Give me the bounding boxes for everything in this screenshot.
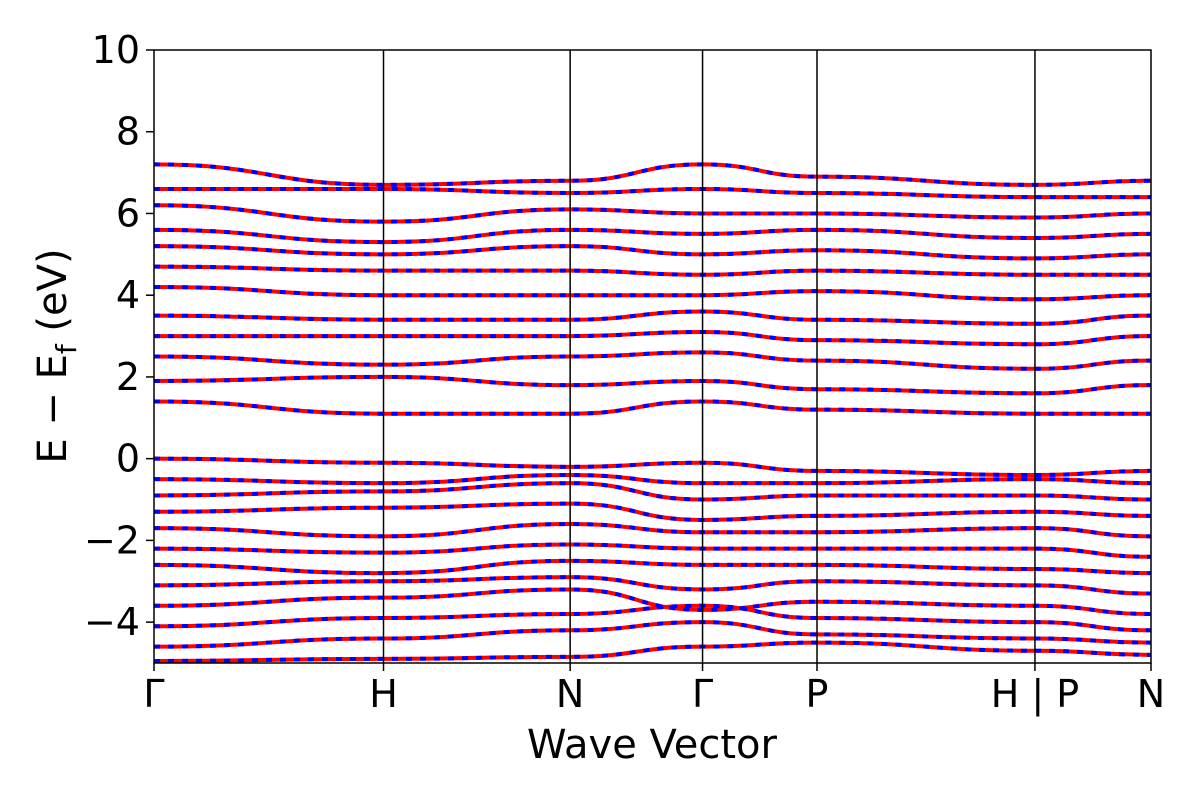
band-line-spin-up-0 xyxy=(154,640,1151,663)
band-line-spin-down-16 xyxy=(154,309,1151,326)
band-line-spin-down-9 xyxy=(154,481,1151,502)
x-tick-label-5: H | P xyxy=(991,672,1079,717)
x-tick-label-2: N xyxy=(556,672,584,716)
x-axis-ticks: Γ H N Γ P H | P N xyxy=(143,663,1165,717)
band-line-spin-down-12 xyxy=(154,399,1151,416)
band-line-spin-down-17 xyxy=(154,285,1151,302)
x-tick-label-0: Γ xyxy=(143,672,164,716)
y-tick-label: 6 xyxy=(116,191,140,235)
x-tick-label-1: H xyxy=(369,672,398,716)
x-tick-label-4: P xyxy=(806,672,829,716)
y-tick-label: −2 xyxy=(84,518,140,562)
x-axis-label: Wave Vector xyxy=(527,722,778,768)
band-line-spin-down-0 xyxy=(154,640,1151,663)
band-line-spin-up-13 xyxy=(154,374,1151,396)
y-axis-ticks: −4 −2 0 2 4 6 8 10 xyxy=(84,28,154,644)
band-line-spin-up-3 xyxy=(154,587,1151,616)
band-line-spin-up-17 xyxy=(154,285,1151,302)
band-line-spin-up-11 xyxy=(154,456,1151,478)
band-line-spin-down-2 xyxy=(154,603,1151,633)
band-line-spin-up-7 xyxy=(154,522,1151,539)
band-line-spin-down-19 xyxy=(154,244,1151,261)
y-tick-label: 2 xyxy=(116,355,140,399)
band-line-spin-down-8 xyxy=(154,501,1151,522)
plot-frame xyxy=(153,49,1152,664)
band-line-spin-down-15 xyxy=(154,329,1151,347)
band-line-spin-down-6 xyxy=(154,542,1151,559)
y-tick-label: −4 xyxy=(84,600,140,644)
kpoint-lines-layer xyxy=(382,50,1036,663)
band-line-spin-down-10 xyxy=(154,473,1151,486)
y-axis-label-subscript: f xyxy=(50,343,83,354)
band-line-spin-down-7 xyxy=(154,522,1151,539)
band-line-spin-up-4 xyxy=(154,575,1151,596)
band-line-spin-up-2 xyxy=(154,603,1151,633)
y-tick-label: 4 xyxy=(116,273,140,317)
band-line-spin-down-11 xyxy=(154,456,1151,478)
band-line-spin-down-21 xyxy=(154,203,1151,224)
band-line-spin-up-14 xyxy=(154,350,1151,371)
band-line-spin-up-19 xyxy=(154,244,1151,261)
bands-layer xyxy=(154,162,1151,663)
band-line-spin-down-20 xyxy=(154,227,1151,245)
band-line-spin-up-15 xyxy=(154,329,1151,347)
band-line-spin-up-12 xyxy=(154,399,1151,416)
y-tick-label: 10 xyxy=(92,28,140,72)
band-line-spin-down-1 xyxy=(154,620,1151,649)
band-line-spin-down-5 xyxy=(154,558,1151,576)
band-line-spin-up-23 xyxy=(154,162,1151,187)
band-line-spin-down-3 xyxy=(154,587,1151,616)
band-line-spin-up-9 xyxy=(154,481,1151,502)
band-line-spin-up-21 xyxy=(154,203,1151,224)
band-line-spin-down-18 xyxy=(154,264,1151,277)
band-line-spin-down-23 xyxy=(154,162,1151,187)
y-tick-label: 8 xyxy=(116,110,140,154)
y-tick-label: 0 xyxy=(116,437,140,481)
band-line-spin-up-18 xyxy=(154,264,1151,277)
band-line-spin-up-16 xyxy=(154,309,1151,326)
x-tick-label-6: N xyxy=(1137,672,1165,716)
y-axis-label: E − Ef (eV) xyxy=(30,248,83,463)
x-tick-label-3: Γ xyxy=(692,672,713,716)
band-line-spin-up-6 xyxy=(154,542,1151,559)
y-axis-label-unit: (eV) xyxy=(30,248,76,344)
band-line-spin-up-8 xyxy=(154,501,1151,522)
band-line-spin-down-4 xyxy=(154,575,1151,596)
band-line-spin-down-13 xyxy=(154,374,1151,396)
band-line-spin-up-20 xyxy=(154,227,1151,245)
y-axis-label-main: E − E xyxy=(30,354,76,464)
band-line-spin-up-22 xyxy=(154,186,1151,200)
band-line-spin-down-22 xyxy=(154,186,1151,200)
band-line-spin-up-1 xyxy=(154,620,1151,649)
band-line-spin-up-5 xyxy=(154,558,1151,576)
